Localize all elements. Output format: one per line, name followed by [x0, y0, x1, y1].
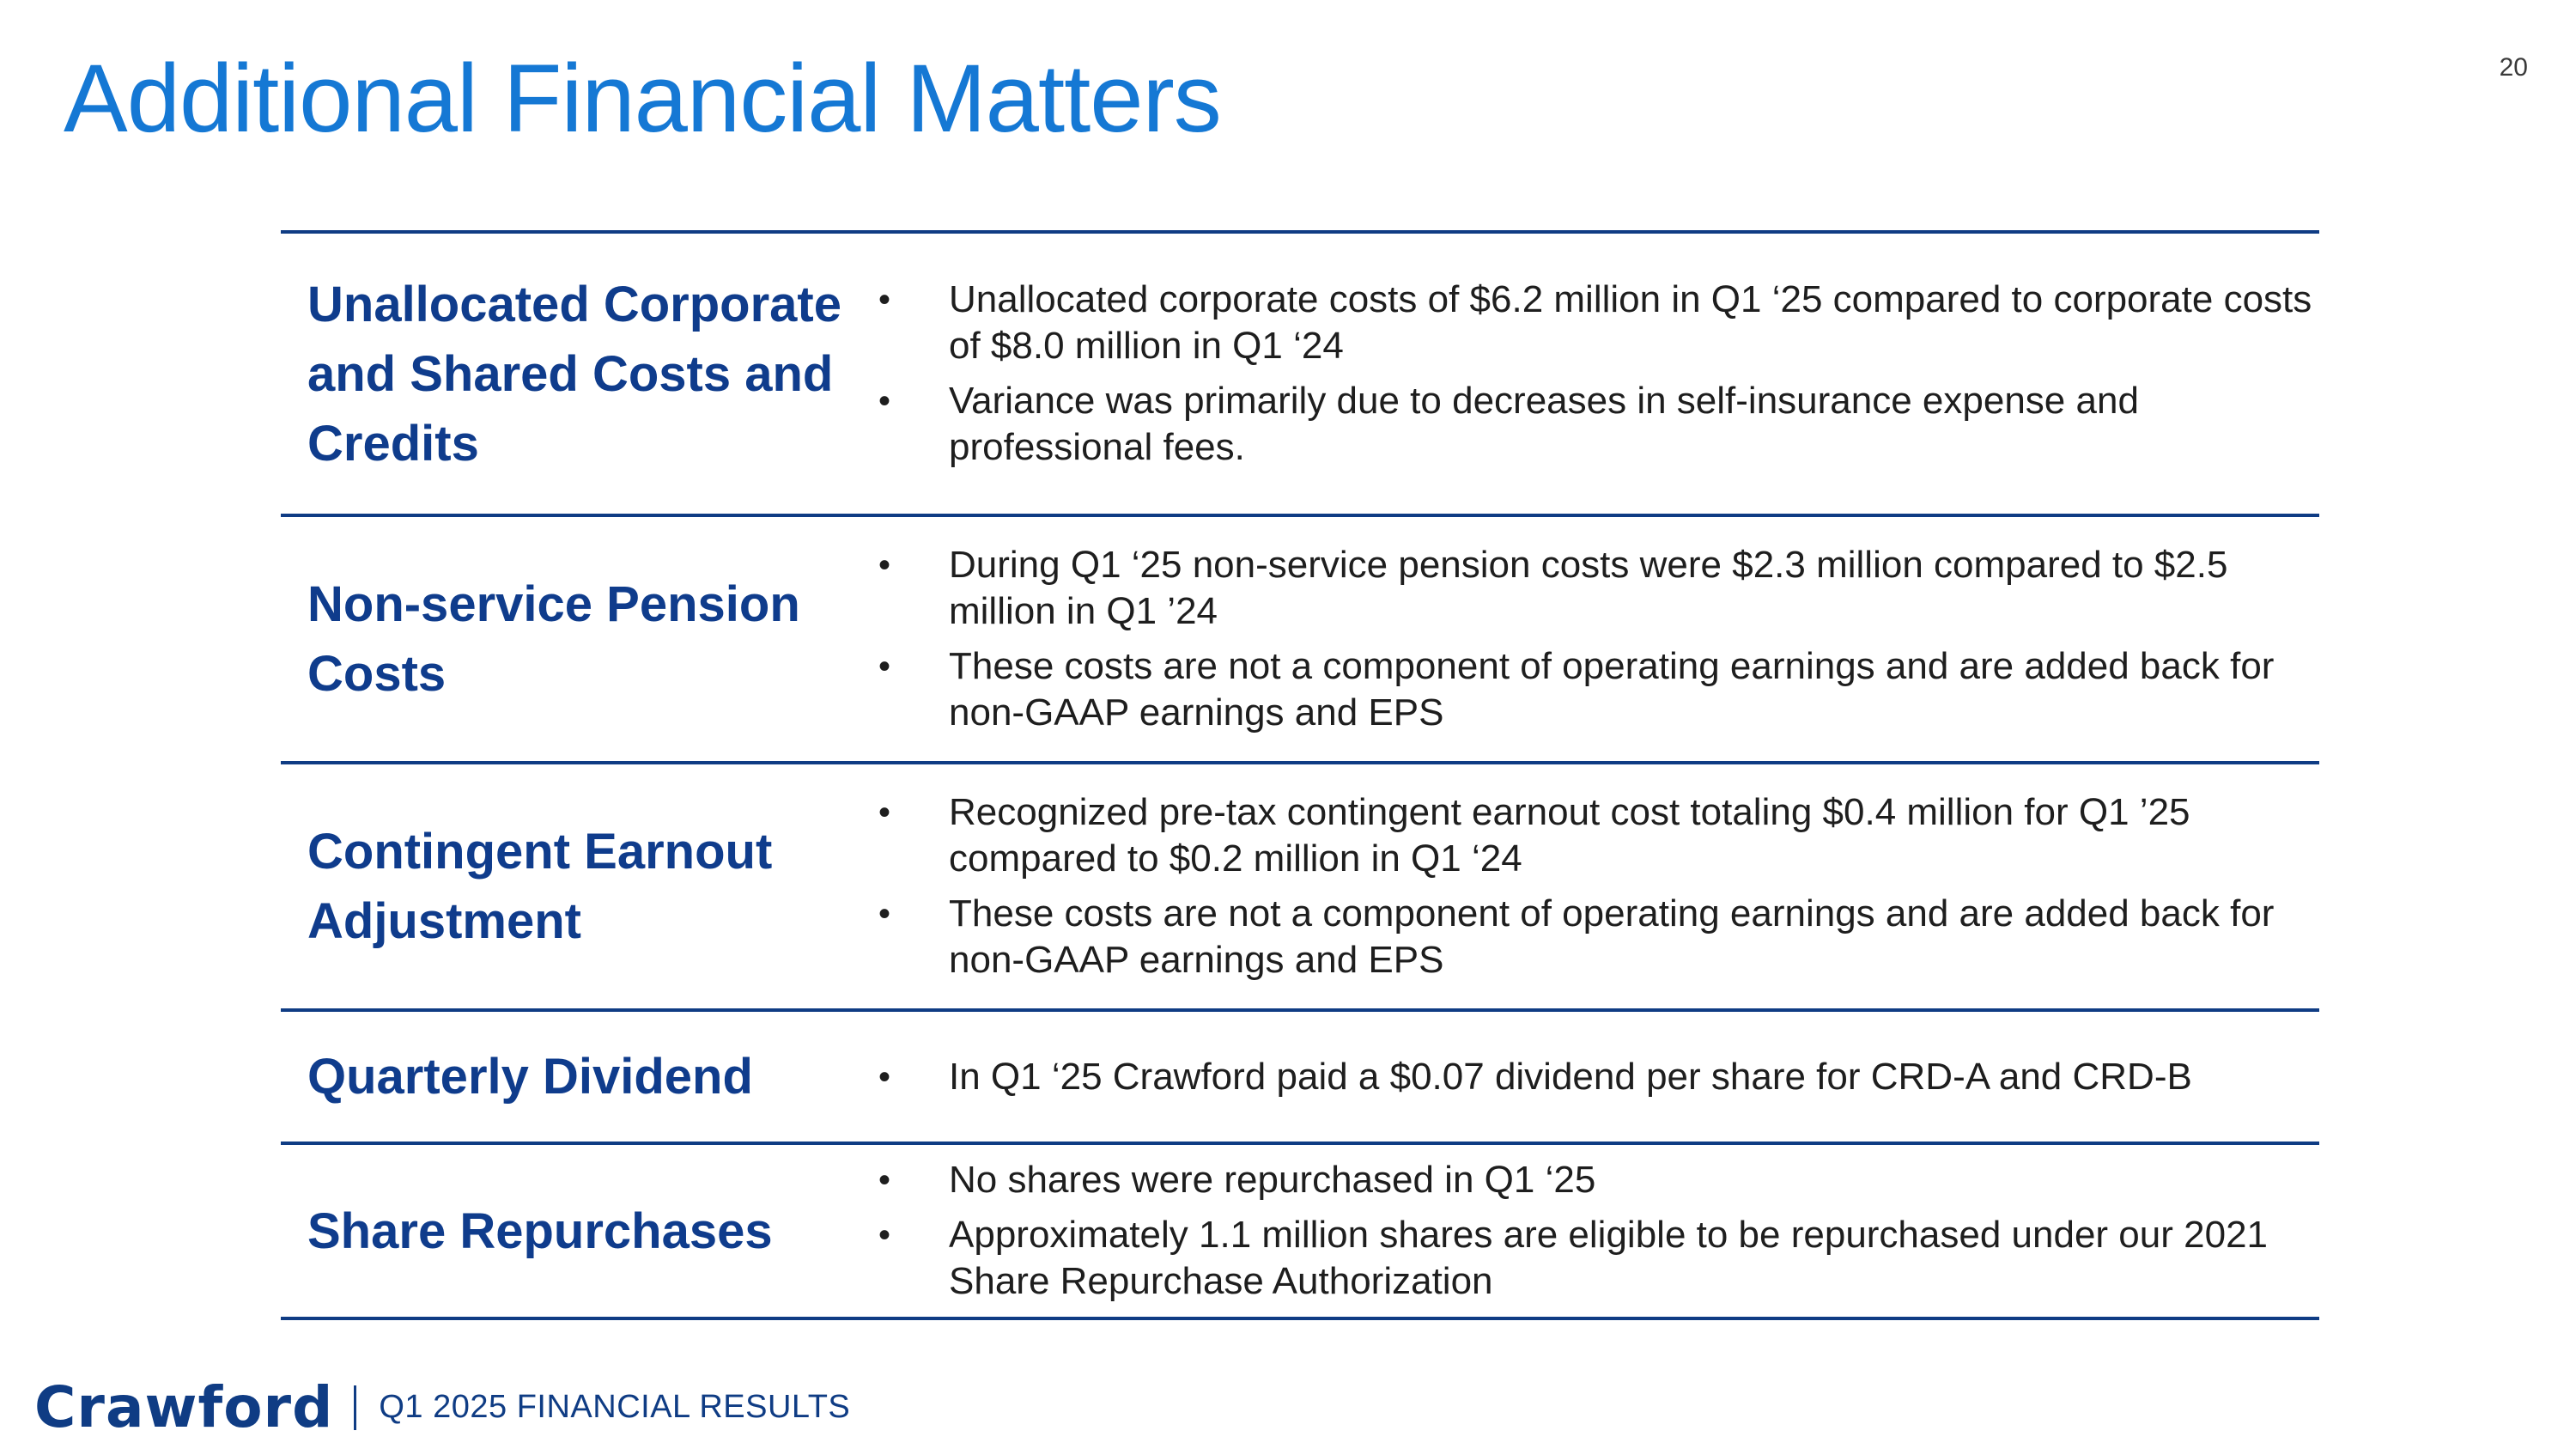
footer-divider: [354, 1385, 357, 1430]
bullet-icon: •: [878, 382, 891, 420]
list-item: • In Q1 ‘25 Crawford paid a $0.07 dividen…: [853, 1054, 2319, 1100]
row-label: Share Repurchases: [307, 1202, 773, 1259]
table-row: Unallocated Corporate and Shared Costs a…: [281, 234, 2319, 517]
list-item: • These costs are not a component of oper…: [878, 892, 2275, 981]
bullet-icon: •: [878, 1161, 891, 1199]
list-item: • No shares were repurchased in Q1 ‘25: [853, 1157, 2319, 1203]
page-title: Additional Financial Matters: [64, 45, 1222, 152]
table-row: Share Repurchases • No shares were repurc…: [281, 1145, 2319, 1320]
bullet-icon: •: [878, 895, 891, 933]
bullet-list: • No shares were repurchased in Q1 ‘25 • A…: [853, 1148, 2319, 1313]
row-label: Quarterly Dividend: [307, 1049, 753, 1105]
footer-text: Q1 2025 FINANCIAL RESULTS: [379, 1389, 851, 1425]
table-row: Quarterly Dividend • In Q1 ‘25 Crawford p…: [281, 1012, 2319, 1145]
bullet-list: • In Q1 ‘25 Crawford paid a $0.07 dividen…: [853, 1045, 2319, 1109]
bullet-icon: •: [878, 1216, 891, 1254]
list-item: • During Q1 ‘25 non-service pension costs…: [878, 544, 2228, 632]
list-item: • Variance was primarily due to decreases…: [878, 380, 2139, 468]
bullet-list: • Recognized pre-tax contingent earnout c…: [853, 781, 2319, 992]
row-label: Non-service Pension Costs: [307, 576, 800, 702]
table-row: Non-service Pension Costs • During Q1 ‘25…: [281, 517, 2319, 764]
bullet-list: • Unallocated corporate costs of $6.2 mil…: [853, 268, 2319, 479]
bullet-icon: •: [878, 794, 891, 831]
list-item: • Approximately 1.1 million shares are el…: [878, 1214, 2269, 1302]
list-item: • Recognized pre-tax contingent earnout c…: [878, 791, 2190, 880]
bullet-icon: •: [878, 281, 891, 319]
matters-table: Unallocated Corporate and Shared Costs a…: [281, 230, 2319, 1320]
table-row: Contingent Earnout Adjustment • Recognize…: [281, 764, 2319, 1012]
list-item: • These costs are not a component of oper…: [878, 645, 2275, 734]
bullet-icon: •: [878, 648, 891, 685]
crawford-logo: Crawford: [34, 1374, 334, 1440]
bullet-list: • During Q1 ‘25 non-service pension costs…: [853, 533, 2319, 745]
footer: Crawford Q1 2025 FINANCIAL RESULTS: [34, 1374, 850, 1440]
page-number: 20: [2499, 53, 2528, 82]
list-item: • Unallocated corporate costs of $6.2 mil…: [878, 278, 2312, 367]
bullet-icon: •: [878, 546, 891, 584]
bullet-icon: •: [878, 1057, 891, 1096]
row-label: Unallocated Corporate and Shared Costs a…: [307, 276, 841, 472]
row-label: Contingent Earnout Adjustment: [307, 824, 773, 949]
